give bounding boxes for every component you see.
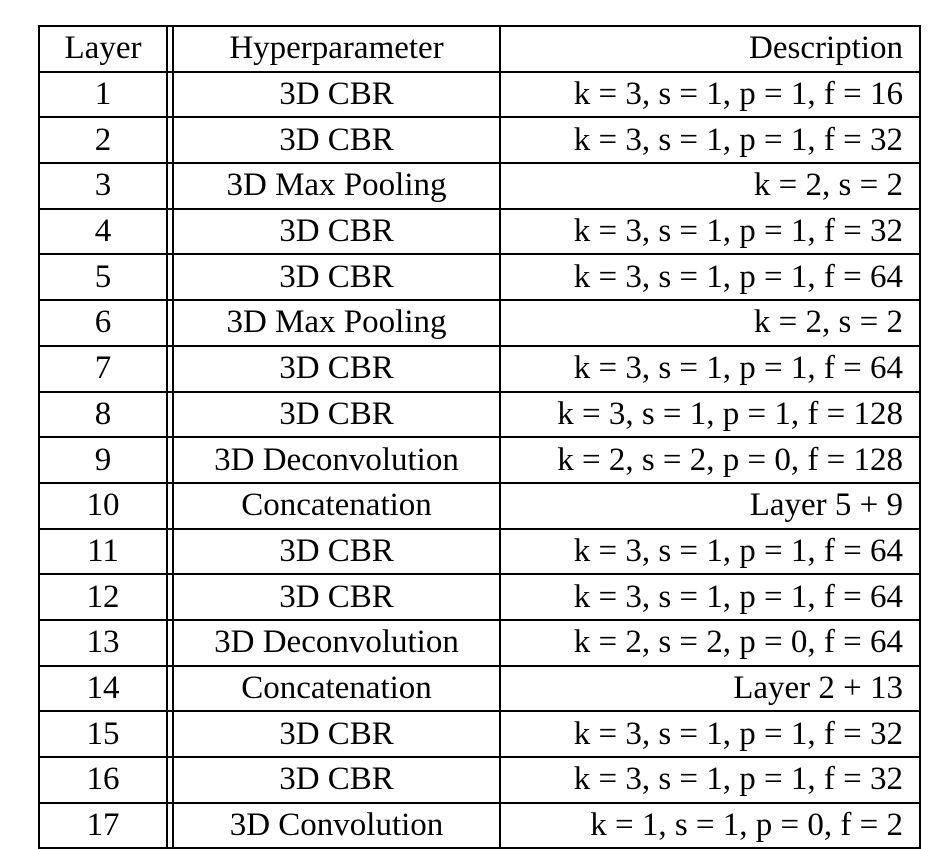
cell-description: k = 3, s = 1, p = 1, f = 32 (499, 207, 921, 256)
cell-layer: 14 (38, 664, 168, 713)
cell-layer: 12 (38, 573, 168, 621)
cell-description: k = 2, s = 2 (499, 299, 921, 347)
column-separator (166, 710, 174, 758)
header-description: Description (499, 25, 921, 73)
cell-hyperparameter: 3D CBR (172, 756, 501, 804)
cell-layer: 4 (38, 207, 168, 256)
cell-hyperparameter: 3D CBR (172, 70, 501, 119)
cell-hyperparameter: 3D CBR (172, 573, 501, 621)
cell-description: k = 3, s = 1, p = 1, f = 64 (499, 573, 921, 621)
cell-description: k = 2, s = 2, p = 0, f = 128 (499, 436, 921, 484)
cell-description: k = 2, s = 2 (499, 162, 921, 210)
cell-layer: 10 (38, 481, 168, 530)
column-separator (166, 207, 174, 256)
cell-hyperparameter: Concatenation (172, 481, 501, 530)
table-row: 8 3D CBR k = 3, s = 1, p = 1, f = 128 (38, 390, 921, 439)
cell-layer: 6 (38, 299, 168, 347)
table-row: 13 3D Deconvolution k = 2, s = 2, p = 0, f… (38, 618, 921, 667)
column-separator (166, 70, 174, 119)
header-hyperparameter: Hyperparameter (172, 25, 501, 73)
cell-hyperparameter: 3D Max Pooling (172, 162, 501, 210)
table-row: 11 3D CBR k = 3, s = 1, p = 1, f = 64 (38, 527, 921, 576)
column-separator (166, 299, 174, 347)
cell-description: k = 2, s = 2, p = 0, f = 64 (499, 618, 921, 667)
cell-description: k = 3, s = 1, p = 1, f = 64 (499, 253, 921, 302)
cell-hyperparameter: 3D CBR (172, 344, 501, 393)
column-separator (166, 618, 174, 667)
table-row: 6 3D Max Pooling k = 2, s = 2 (38, 299, 921, 347)
column-separator (166, 25, 174, 73)
table-row: 16 3D CBR k = 3, s = 1, p = 1, f = 32 (38, 756, 921, 804)
cell-hyperparameter: 3D Convolution (172, 801, 501, 849)
column-separator (166, 390, 174, 439)
column-separator (166, 253, 174, 302)
column-separator (166, 527, 174, 576)
layer-table: Layer Hyperparameter Description 1 3D CBR… (38, 25, 921, 849)
cell-layer: 8 (38, 390, 168, 439)
cell-layer: 2 (38, 116, 168, 165)
column-separator (166, 756, 174, 804)
table-row: 15 3D CBR k = 3, s = 1, p = 1, f = 32 (38, 710, 921, 758)
cell-layer: 7 (38, 344, 168, 393)
cell-description: k = 3, s = 1, p = 1, f = 32 (499, 756, 921, 804)
cell-hyperparameter: 3D CBR (172, 116, 501, 165)
cell-layer: 13 (38, 618, 168, 667)
cell-hyperparameter: 3D CBR (172, 527, 501, 576)
table-header-row: Layer Hyperparameter Description (38, 25, 921, 73)
cell-description: k = 1, s = 1, p = 0, f = 2 (499, 801, 921, 849)
table-row: 4 3D CBR k = 3, s = 1, p = 1, f = 32 (38, 207, 921, 256)
cell-description: k = 3, s = 1, p = 1, f = 128 (499, 390, 921, 439)
cell-layer: 1 (38, 70, 168, 119)
table-row: 2 3D CBR k = 3, s = 1, p = 1, f = 32 (38, 116, 921, 165)
cell-layer: 9 (38, 436, 168, 484)
cell-description: k = 3, s = 1, p = 1, f = 64 (499, 527, 921, 576)
table-row: 14 Concatenation Layer 2 + 13 (38, 664, 921, 713)
table-row: 3 3D Max Pooling k = 2, s = 2 (38, 162, 921, 210)
column-separator (166, 116, 174, 165)
cell-description: k = 3, s = 1, p = 1, f = 32 (499, 116, 921, 165)
table-row: 5 3D CBR k = 3, s = 1, p = 1, f = 64 (38, 253, 921, 302)
cell-layer: 11 (38, 527, 168, 576)
cell-layer: 17 (38, 801, 168, 849)
table-row: 1 3D CBR k = 3, s = 1, p = 1, f = 16 (38, 70, 921, 119)
cell-hyperparameter: 3D Deconvolution (172, 436, 501, 484)
cell-hyperparameter: 3D CBR (172, 390, 501, 439)
column-separator (166, 664, 174, 713)
cell-layer: 16 (38, 756, 168, 804)
cell-hyperparameter: 3D CBR (172, 253, 501, 302)
column-separator (166, 162, 174, 210)
cell-layer: 15 (38, 710, 168, 758)
cell-description: k = 3, s = 1, p = 1, f = 32 (499, 710, 921, 758)
table-row: 10 Concatenation Layer 5 + 9 (38, 481, 921, 530)
cell-layer: 3 (38, 162, 168, 210)
cell-hyperparameter: 3D CBR (172, 710, 501, 758)
cell-hyperparameter: 3D Deconvolution (172, 618, 501, 667)
cell-layer: 5 (38, 253, 168, 302)
cell-description: Layer 2 + 13 (499, 664, 921, 713)
cell-hyperparameter: 3D CBR (172, 207, 501, 256)
table-row: 12 3D CBR k = 3, s = 1, p = 1, f = 64 (38, 573, 921, 621)
cell-description: k = 3, s = 1, p = 1, f = 64 (499, 344, 921, 393)
table-body: 1 3D CBR k = 3, s = 1, p = 1, f = 16 2 3D CB… (38, 70, 921, 849)
layer-table-container: Layer Hyperparameter Description 1 3D CBR… (38, 25, 921, 849)
column-separator (166, 344, 174, 393)
column-separator (166, 436, 174, 484)
table-row: 7 3D CBR k = 3, s = 1, p = 1, f = 64 (38, 344, 921, 393)
column-separator (166, 481, 174, 530)
column-separator (166, 573, 174, 621)
table-row: 9 3D Deconvolution k = 2, s = 2, p = 0, f … (38, 436, 921, 484)
table-row: 17 3D Convolution k = 1, s = 1, p = 0, f =… (38, 801, 921, 849)
header-layer: Layer (38, 25, 168, 73)
cell-hyperparameter: Concatenation (172, 664, 501, 713)
cell-hyperparameter: 3D Max Pooling (172, 299, 501, 347)
cell-description: Layer 5 + 9 (499, 481, 921, 530)
cell-description: k = 3, s = 1, p = 1, f = 16 (499, 70, 921, 119)
